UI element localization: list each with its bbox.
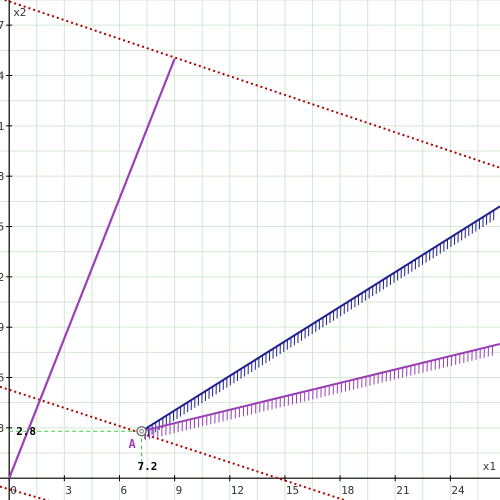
constraint-line-dotted [0,385,348,500]
y-tick-label: 6 [0,372,4,385]
x-tick-label: 12 [231,484,244,497]
solution-point [136,425,147,437]
tick-labels: 036912151821242369121518212427x1x2 [0,6,496,497]
x-tick-label: 18 [341,484,354,497]
y-tick-label: 12 [0,271,4,284]
x-tick-label: 6 [120,484,127,497]
objective-line [8,58,176,479]
y-coordinate-readout: 2.8 [16,425,36,438]
y-tick-label: 24 [0,70,5,83]
x-tick-label: 9 [176,484,183,497]
y-axis-label: x2 [13,6,26,19]
x-tick-label: 15 [286,484,299,497]
x-axis-label: x1 [483,460,496,473]
solution-point-group: A 2.8 7.2 [9,425,157,473]
x-tick-label: 21 [396,484,409,497]
y-tick-label: 27 [0,19,4,32]
x-tick-label: 0 [10,484,17,497]
point-label: A [129,437,137,451]
x-tick-label: 3 [65,484,72,497]
solution-point-inner [139,428,144,434]
y-tick-label: 18 [0,170,4,183]
x-coordinate-readout: 7.2 [138,460,158,473]
y-tick-label: 3 [0,422,4,435]
y-tick-label: 15 [0,221,4,234]
y-tick-label: 21 [0,120,4,133]
y-tick-label: 9 [0,321,4,334]
x-tick-label: 24 [451,484,465,497]
